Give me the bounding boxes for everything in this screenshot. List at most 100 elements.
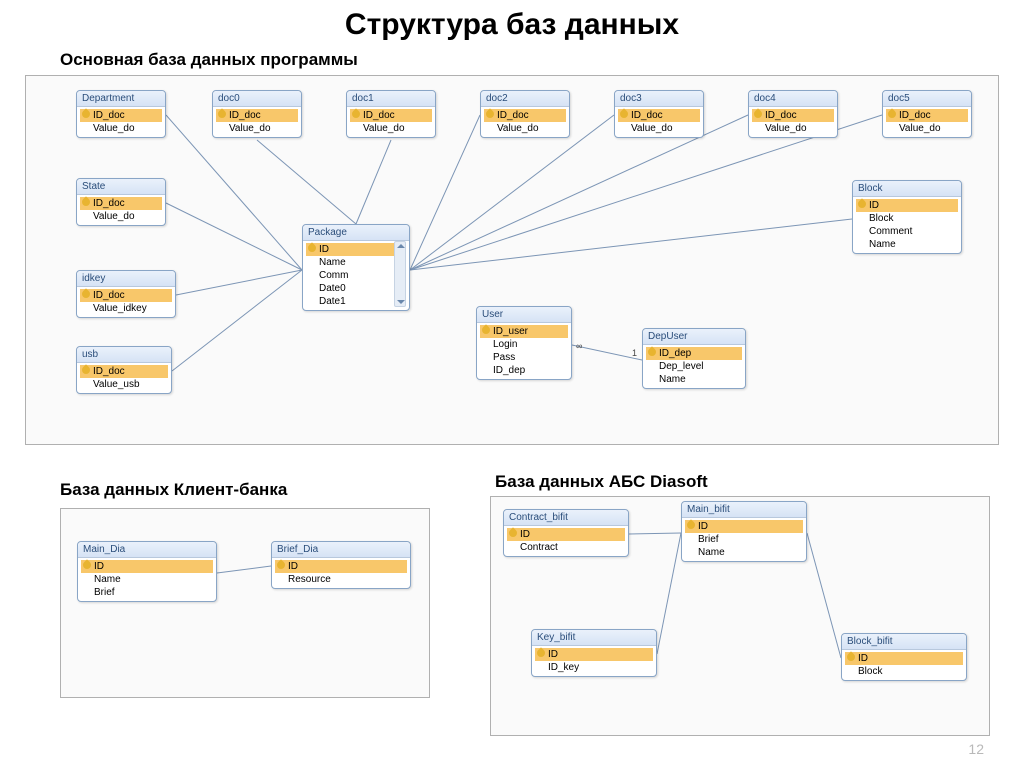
- field-row[interactable]: ID_doc: [216, 109, 298, 122]
- field-name: Name: [869, 239, 896, 250]
- field-row[interactable]: Value_do: [484, 122, 566, 135]
- field-row[interactable]: ID_doc: [752, 109, 834, 122]
- table-main_bifit[interactable]: Main_bifit IDBriefName: [681, 501, 807, 562]
- table-body: ID_docValue_do: [883, 107, 971, 137]
- table-key_bifit[interactable]: Key_bifitIDID_key: [531, 629, 657, 677]
- field-row[interactable]: ID: [81, 560, 213, 573]
- table-brief_dia[interactable]: Brief_Dia IDResource: [271, 541, 411, 589]
- field-row[interactable]: Name: [685, 546, 803, 559]
- edges-c2: [61, 509, 431, 699]
- field-name: ID: [288, 561, 298, 572]
- table-doc4[interactable]: doc4ID_docValue_do: [748, 90, 838, 138]
- table-main_dia[interactable]: Main_DiaIDNameBrief: [77, 541, 217, 602]
- field-row[interactable]: Date0: [306, 282, 394, 295]
- table-doc0[interactable]: doc0ID_docValue_do: [212, 90, 302, 138]
- field-row[interactable]: Login: [480, 338, 568, 351]
- field-row[interactable]: Name: [856, 238, 958, 251]
- field-row[interactable]: Name: [81, 573, 213, 586]
- field-row[interactable]: ID_doc: [80, 289, 172, 302]
- field-name: ID: [858, 653, 868, 664]
- table-title: Main_bifit: [682, 502, 806, 518]
- table-body: IDBlock: [842, 650, 966, 680]
- field-row[interactable]: Block: [845, 665, 963, 678]
- table-title: Brief_Dia: [272, 542, 410, 558]
- field-name: Date0: [319, 283, 346, 294]
- table-state[interactable]: StateID_docValue_do: [76, 178, 166, 226]
- field-row[interactable]: ID: [856, 199, 958, 212]
- field-row[interactable]: ID: [275, 560, 407, 573]
- field-row[interactable]: Date1: [306, 295, 394, 308]
- field-row[interactable]: Name: [306, 256, 394, 269]
- field-row[interactable]: ID_doc: [350, 109, 432, 122]
- field-row[interactable]: Value_do: [80, 210, 162, 223]
- field-name: Name: [319, 257, 346, 268]
- table-doc2[interactable]: doc2 ID_docValue_do: [480, 90, 570, 138]
- field-row[interactable]: ID_user: [480, 325, 568, 338]
- field-row[interactable]: Brief: [685, 533, 803, 546]
- table-idkey[interactable]: idkeyID_docValue_idkey: [76, 270, 176, 318]
- table-package[interactable]: PackageIDNameCommDate0Date1: [302, 224, 410, 311]
- table-title: Block_bifit: [842, 634, 966, 650]
- table-block[interactable]: BlockIDBlockCommentName: [852, 180, 962, 254]
- field-name: Brief: [94, 587, 115, 598]
- field-row[interactable]: ID_key: [535, 661, 653, 674]
- field-name: Value_usb: [93, 379, 140, 390]
- table-title: doc5: [883, 91, 971, 107]
- field-row[interactable]: Comment: [856, 225, 958, 238]
- field-row[interactable]: Name: [646, 373, 742, 386]
- table-contract_bifit[interactable]: Contract_bifit ID Contract: [503, 509, 629, 557]
- field-row[interactable]: ID_doc: [618, 109, 700, 122]
- field-name: ID: [520, 529, 530, 540]
- field-row[interactable]: Value_usb: [80, 378, 168, 391]
- table-user[interactable]: User ID_userLoginPassID_dep: [476, 306, 572, 380]
- table-doc3[interactable]: doc3ID_docValue_do: [614, 90, 704, 138]
- field-row[interactable]: ID: [306, 243, 394, 256]
- field-row[interactable]: Contract: [507, 541, 625, 554]
- field-row[interactable]: ID_doc: [80, 365, 168, 378]
- field-row[interactable]: Pass: [480, 351, 568, 364]
- key-icon: [486, 110, 494, 121]
- field-row[interactable]: Value_do: [216, 122, 298, 135]
- table-usb[interactable]: usbID_docValue_usb: [76, 346, 172, 394]
- field-row[interactable]: Comm: [306, 269, 394, 282]
- field-row[interactable]: ID_dep: [646, 347, 742, 360]
- field-row[interactable]: Value_do: [618, 122, 700, 135]
- scrollbar[interactable]: [394, 241, 406, 307]
- field-row[interactable]: Value_do: [350, 122, 432, 135]
- field-name: Contract: [520, 542, 558, 553]
- field-row[interactable]: ID: [535, 648, 653, 661]
- field-name: ID_doc: [899, 110, 931, 121]
- field-row[interactable]: ID_doc: [80, 109, 162, 122]
- table-depuser[interactable]: DepUserID_depDep_levelName: [642, 328, 746, 389]
- key-icon: [218, 110, 226, 121]
- field-row[interactable]: ID_dep: [480, 364, 568, 377]
- table-doc5[interactable]: doc5ID_docValue_do: [882, 90, 972, 138]
- field-row[interactable]: ID_doc: [80, 197, 162, 210]
- field-row[interactable]: Value_do: [752, 122, 834, 135]
- key-icon: [82, 366, 90, 377]
- field-row[interactable]: ID: [685, 520, 803, 533]
- field-row[interactable]: Block: [856, 212, 958, 225]
- field-row[interactable]: Value_do: [886, 122, 968, 135]
- key-icon: [352, 110, 360, 121]
- table-title: User: [477, 307, 571, 323]
- table-title: Contract_bifit: [504, 510, 628, 526]
- field-row[interactable]: ID_doc: [484, 109, 566, 122]
- field-row[interactable]: Resource: [275, 573, 407, 586]
- field-row[interactable]: Value_idkey: [80, 302, 172, 315]
- field-row[interactable]: ID: [507, 528, 625, 541]
- field-name: ID_doc: [229, 110, 261, 121]
- main-title: Структура баз данных: [0, 0, 1024, 42]
- field-row[interactable]: ID_doc: [886, 109, 968, 122]
- table-body: ID Contract: [504, 526, 628, 556]
- field-row[interactable]: ID: [845, 652, 963, 665]
- table-title: doc2: [481, 91, 569, 107]
- table-title: Block: [853, 181, 961, 197]
- table-body: ID_docValue_do: [615, 107, 703, 137]
- field-row[interactable]: Value_do: [80, 122, 162, 135]
- field-row[interactable]: Brief: [81, 586, 213, 599]
- table-doc1[interactable]: doc1ID_docValue_do: [346, 90, 436, 138]
- field-row[interactable]: Dep_level: [646, 360, 742, 373]
- table-department[interactable]: DepartmentID_docValue_do: [76, 90, 166, 138]
- table-block_bifit[interactable]: Block_bifitIDBlock: [841, 633, 967, 681]
